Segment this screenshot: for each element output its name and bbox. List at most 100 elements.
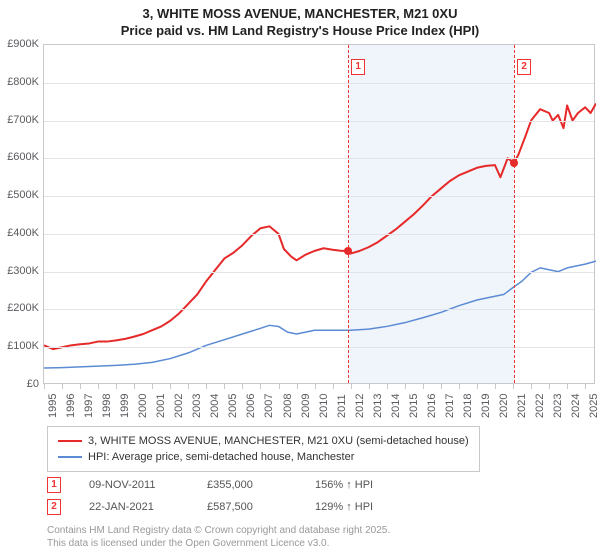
- x-tick: [224, 383, 225, 389]
- x-tick-label: 2020: [498, 394, 510, 418]
- legend-row: HPI: Average price, semi-detached house,…: [58, 449, 469, 465]
- x-tick-label: 2012: [354, 394, 366, 418]
- x-tick-label: 1997: [83, 394, 95, 418]
- x-tick-label: 1998: [101, 394, 113, 418]
- x-tick: [297, 383, 298, 389]
- event-date: 22-JAN-2021: [89, 501, 179, 513]
- x-tick-label: 1996: [65, 394, 77, 418]
- y-tick-label: £800K: [0, 76, 39, 88]
- legend-swatch: [58, 456, 82, 458]
- x-tick-label: 1999: [119, 394, 131, 418]
- x-tick: [369, 383, 370, 389]
- x-tick: [188, 383, 189, 389]
- event-line: [514, 45, 515, 383]
- x-tick-label: 2021: [516, 394, 528, 418]
- y-tick-label: £200K: [0, 302, 39, 314]
- x-tick: [513, 383, 514, 389]
- footer-line2: This data is licensed under the Open Gov…: [47, 537, 390, 550]
- event-delta: 129% ↑ HPI: [315, 501, 395, 513]
- x-tick: [549, 383, 550, 389]
- legend-swatch: [58, 440, 82, 442]
- event-number-box: 1: [351, 59, 365, 75]
- x-tick-label: 2003: [191, 394, 203, 418]
- y-gridline: [44, 272, 594, 273]
- x-tick: [98, 383, 99, 389]
- events-table: 1 09-NOV-2011 £355,000 156% ↑ HPI 2 22-JAN-20…: [47, 474, 395, 518]
- event-number-box: 2: [517, 59, 531, 75]
- legend-label: HPI: Average price, semi-detached house,…: [88, 451, 354, 463]
- x-tick: [567, 383, 568, 389]
- x-tick: [387, 383, 388, 389]
- x-tick: [62, 383, 63, 389]
- x-tick-label: 2024: [570, 394, 582, 418]
- x-tick-label: 2019: [480, 394, 492, 418]
- y-gridline: [44, 83, 594, 84]
- x-tick-label: 2005: [227, 394, 239, 418]
- legend-row: 3, WHITE MOSS AVENUE, MANCHESTER, M21 0X…: [58, 433, 469, 449]
- y-gridline: [44, 121, 594, 122]
- chart-container: 3, WHITE MOSS AVENUE, MANCHESTER, M21 0X…: [0, 0, 600, 560]
- y-tick-label: £300K: [0, 265, 39, 277]
- x-tick: [315, 383, 316, 389]
- x-tick-label: 2011: [336, 394, 348, 418]
- y-tick-label: £400K: [0, 227, 39, 239]
- x-tick-label: 2023: [552, 394, 564, 418]
- y-gridline: [44, 234, 594, 235]
- x-tick: [206, 383, 207, 389]
- event-id-box: 1: [47, 477, 61, 493]
- legend: 3, WHITE MOSS AVENUE, MANCHESTER, M21 0X…: [47, 426, 480, 472]
- x-tick: [531, 383, 532, 389]
- x-tick: [170, 383, 171, 389]
- footer-line1: Contains HM Land Registry data © Crown c…: [47, 524, 390, 537]
- x-tick: [585, 383, 586, 389]
- x-tick-label: 2009: [300, 394, 312, 418]
- footer-attribution: Contains HM Land Registry data © Crown c…: [47, 524, 390, 550]
- x-tick: [333, 383, 334, 389]
- event-detail-row: 2 22-JAN-2021 £587,500 129% ↑ HPI: [47, 496, 395, 518]
- y-gridline: [44, 347, 594, 348]
- x-tick-label: 2008: [282, 394, 294, 418]
- x-tick-label: 2014: [390, 394, 402, 418]
- x-tick-label: 2015: [408, 394, 420, 418]
- event-price: £587,500: [207, 501, 287, 513]
- event-date: 09-NOV-2011: [89, 479, 179, 491]
- x-tick-label: 2004: [209, 394, 221, 418]
- x-tick-label: 2017: [444, 394, 456, 418]
- y-tick-label: £900K: [0, 38, 39, 50]
- x-tick: [116, 383, 117, 389]
- x-tick-label: 2007: [263, 394, 275, 418]
- x-tick: [441, 383, 442, 389]
- x-tick-label: 2016: [426, 394, 438, 418]
- y-gridline: [44, 309, 594, 310]
- y-tick-label: £500K: [0, 189, 39, 201]
- x-tick: [279, 383, 280, 389]
- title-address: 3, WHITE MOSS AVENUE, MANCHESTER, M21 0X…: [0, 6, 600, 23]
- x-tick: [405, 383, 406, 389]
- x-tick: [152, 383, 153, 389]
- x-tick-label: 2013: [372, 394, 384, 418]
- x-tick: [80, 383, 81, 389]
- x-tick: [44, 383, 45, 389]
- y-tick-label: £600K: [0, 151, 39, 163]
- event-id-box: 2: [47, 499, 61, 515]
- y-gridline: [44, 196, 594, 197]
- x-tick: [459, 383, 460, 389]
- plot-area: 12: [43, 44, 595, 384]
- y-tick-label: £100K: [0, 340, 39, 352]
- y-tick-label: £700K: [0, 114, 39, 126]
- x-tick: [134, 383, 135, 389]
- x-tick-label: 2006: [245, 394, 257, 418]
- x-tick: [495, 383, 496, 389]
- x-tick-label: 2010: [318, 394, 330, 418]
- legend-label: 3, WHITE MOSS AVENUE, MANCHESTER, M21 0X…: [88, 435, 469, 447]
- title-subtitle: Price paid vs. HM Land Registry's House …: [0, 23, 600, 40]
- event-delta: 156% ↑ HPI: [315, 479, 395, 491]
- x-tick: [477, 383, 478, 389]
- x-tick-label: 2025: [588, 394, 600, 418]
- x-tick: [351, 383, 352, 389]
- x-tick-label: 2001: [155, 394, 167, 418]
- event-line: [348, 45, 349, 383]
- event-price: £355,000: [207, 479, 287, 491]
- title-block: 3, WHITE MOSS AVENUE, MANCHESTER, M21 0X…: [0, 0, 600, 42]
- event-detail-row: 1 09-NOV-2011 £355,000 156% ↑ HPI: [47, 474, 395, 496]
